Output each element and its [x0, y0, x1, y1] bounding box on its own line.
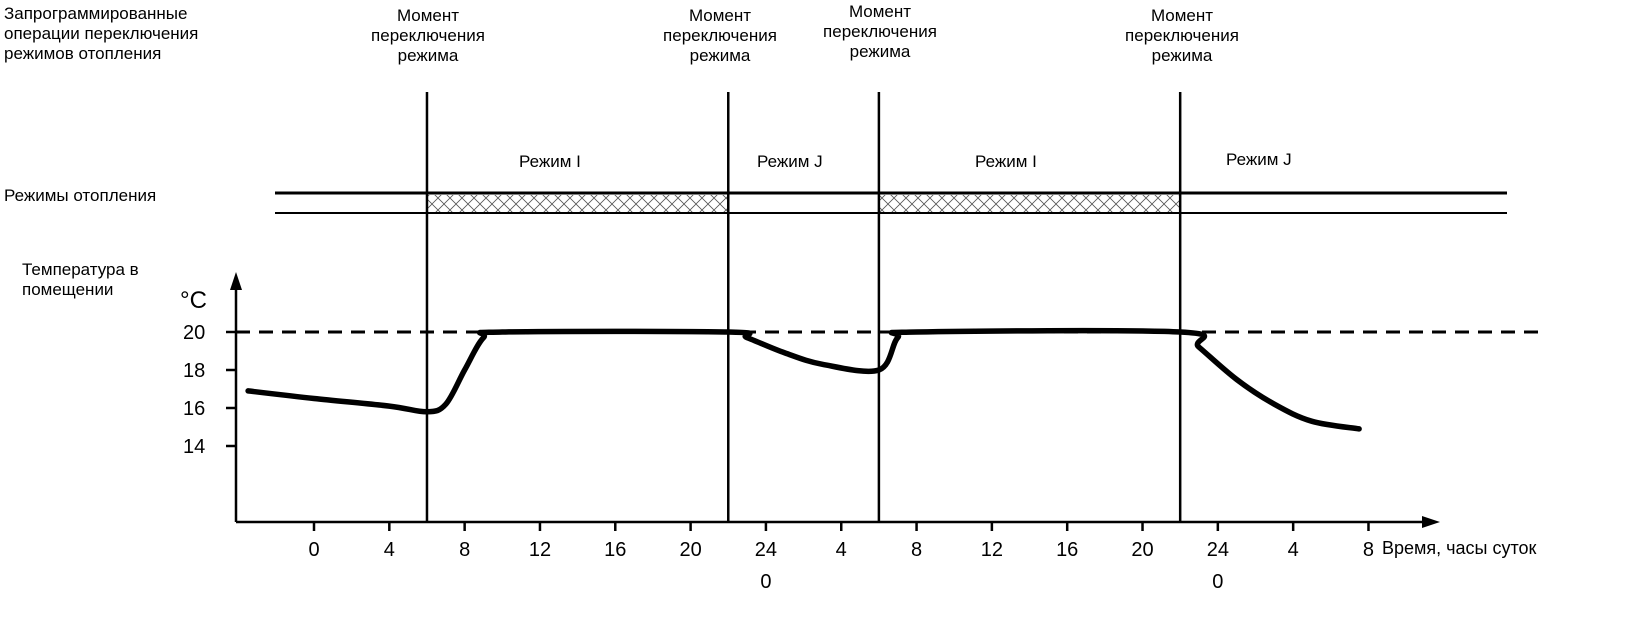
temperature-curve [245, 327, 1362, 432]
mode-label-4: Режим J [1226, 150, 1292, 169]
programmed-ops-line-3: режимов отопления [4, 44, 162, 63]
switch-moment-line-2: переключения [1125, 26, 1239, 45]
room-temp-line-1: Температура в [22, 260, 139, 279]
x-tick-label: 24 [755, 539, 777, 561]
y-tick-label: 16 [183, 398, 205, 420]
x-tick-label: 20 [1131, 539, 1153, 561]
y-tick-label: 18 [183, 360, 205, 382]
switch-moment-line-3: режима [1151, 46, 1213, 65]
room-temp-label: Температура в помещении [22, 260, 139, 300]
x-tick-label: 12 [981, 539, 1003, 561]
x-tick-label: 4 [836, 539, 847, 561]
x-axis-arrow [1422, 516, 1440, 528]
x-tick-label: 20 [679, 539, 701, 561]
switch-moment-line-1: Момент [688, 6, 752, 25]
switch-moment-line-3: режима [397, 46, 459, 65]
x-tick-label: 4 [1288, 539, 1299, 561]
switch-moment-label-1: Момент переключения режима [368, 6, 488, 66]
x-tick-label: 12 [529, 539, 551, 561]
switch-moment-line-3: режима [689, 46, 751, 65]
switch-moment-label-4: Момент переключения режима [1122, 6, 1242, 66]
switch-moment-line-1: Момент [1150, 6, 1214, 25]
programmed-ops-line-2: операции переключения [4, 24, 199, 43]
mode-i-hatch-2 [878, 195, 1181, 212]
x-tick-label: 8 [911, 539, 922, 561]
heating-modes-label: Режимы отопления [4, 186, 157, 205]
room-temp-line-2: помещении [22, 280, 114, 299]
x-axis-label: Время, часы суток [1382, 538, 1537, 558]
switch-moment-line-2: переключения [371, 26, 485, 45]
x-tick-label: 8 [1363, 539, 1374, 561]
programmed-ops-label: Запрограммированные операции переключени… [4, 4, 198, 64]
x-tick-label: 4 [384, 539, 395, 561]
programmed-ops-line-1: Запрограммированные [4, 4, 188, 23]
mode-label-2: Режим J [757, 152, 823, 171]
x-tick-label: 16 [604, 539, 626, 561]
y-tick-label: 14 [183, 436, 205, 458]
switch-moment-label-2: Момент переключения режима [660, 6, 780, 66]
x-tick-label: 16 [1056, 539, 1078, 561]
switch-moment-line-1: Момент [396, 6, 460, 25]
y-tick-label: 20 [183, 322, 205, 344]
mode-label-1: Режим I [519, 152, 581, 171]
switch-moment-line-2: переключения [663, 26, 777, 45]
mode-label-3: Режим I [975, 152, 1037, 171]
y-axis-arrow [230, 272, 242, 290]
unit-label: °C [180, 287, 207, 314]
x-tick-label: 8 [459, 539, 470, 561]
x-tick-sublabel: 0 [1212, 571, 1223, 593]
mode-i-hatch-1 [426, 195, 729, 212]
switch-moment-label-3: Момент переключения режима [820, 2, 940, 62]
x-tick-label: 0 [308, 539, 319, 561]
x-tick-label: 24 [1207, 539, 1229, 561]
x-tick-sublabel: 0 [760, 571, 771, 593]
switch-moment-line-3: режима [849, 42, 911, 61]
switch-moment-line-1: Момент [848, 2, 912, 21]
switch-moment-line-2: переключения [823, 22, 937, 41]
